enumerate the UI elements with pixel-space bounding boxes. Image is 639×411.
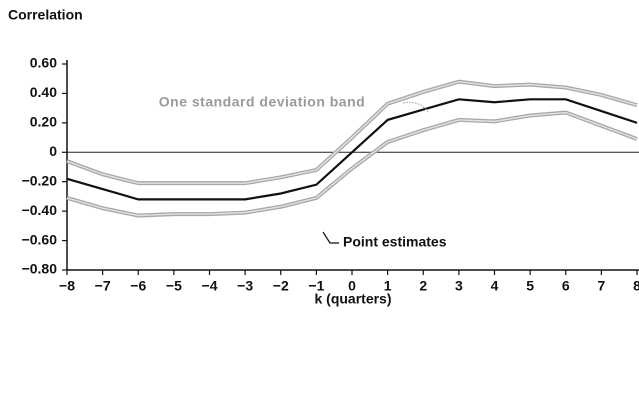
annotation-leader (402, 101, 429, 113)
band-line-core (66, 80, 638, 184)
x-tick-label: −7 (95, 278, 111, 294)
x-tick-label: −5 (166, 278, 182, 294)
y-tick-label: 0.60 (30, 55, 57, 71)
band-line-core (66, 111, 638, 217)
x-tick-label: 8 (633, 278, 639, 294)
annotation-leader (322, 231, 339, 244)
x-tick-label: −6 (130, 278, 146, 294)
x-axis-label: k (quarters) (314, 291, 391, 307)
annotation: One standard deviation band (159, 94, 365, 110)
y-tick-label: −0.80 (22, 261, 58, 277)
y-tick-label: −0.60 (22, 231, 58, 247)
x-tick-label: −4 (202, 278, 218, 294)
y-tick-label: 0 (49, 143, 57, 159)
x-tick-label: −3 (237, 278, 253, 294)
x-tick-label: 6 (562, 278, 570, 294)
x-tick-label: −2 (273, 278, 289, 294)
x-tick-label: 3 (455, 278, 463, 294)
x-tick-label: −1 (308, 278, 324, 294)
y-tick-label: 0.40 (30, 84, 57, 100)
y-tick-label: 0.20 (30, 114, 57, 130)
point-estimate-line (66, 98, 638, 201)
y-tick-label: −0.40 (22, 202, 58, 218)
x-tick-label: 5 (526, 278, 534, 294)
x-tick-label: 1 (384, 278, 392, 294)
x-tick-label: 7 (597, 278, 605, 294)
x-tick-label: −8 (59, 278, 75, 294)
x-tick-label: 0 (348, 278, 356, 294)
x-tick-label: 2 (419, 278, 427, 294)
annotation: Point estimates (343, 234, 447, 250)
chart-title: Correlation (8, 7, 83, 23)
x-tick-label: 4 (491, 278, 499, 294)
y-tick-label: −0.20 (22, 172, 58, 188)
